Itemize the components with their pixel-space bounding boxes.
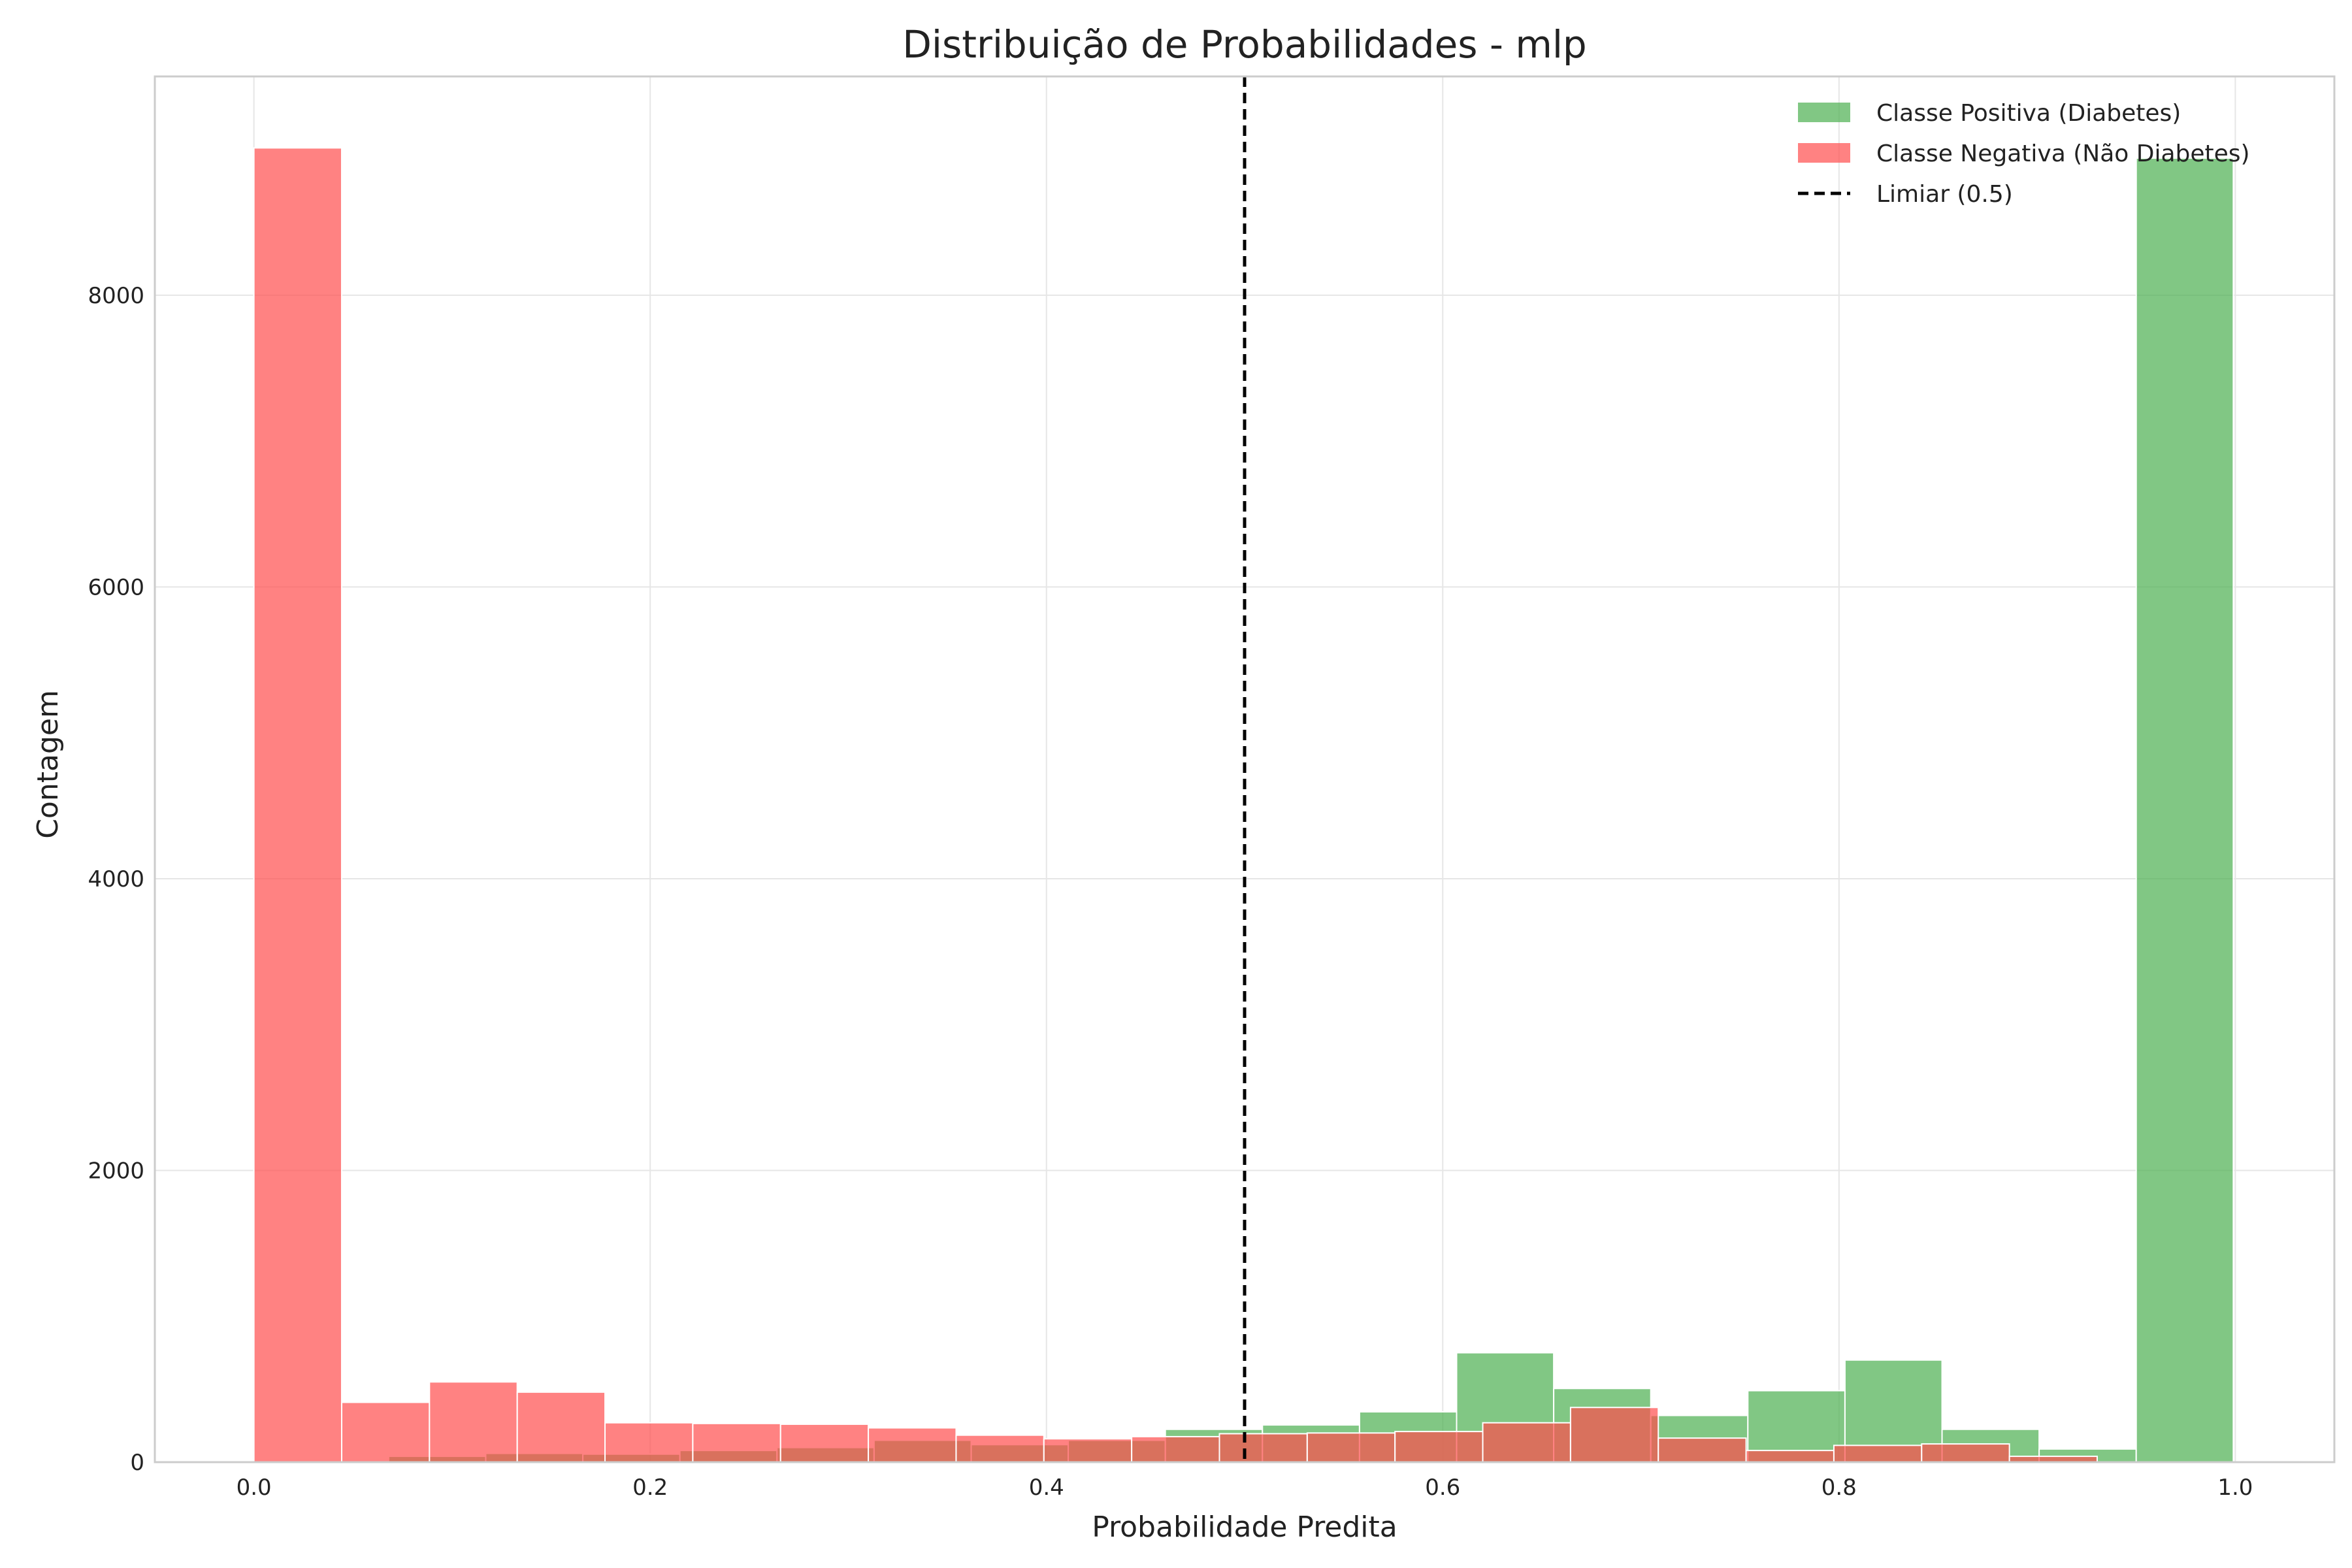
y-tick-label: 0 <box>130 1450 144 1476</box>
histogram-bar <box>1218 1433 1308 1463</box>
histogram-bar <box>429 1381 518 1463</box>
histogram-bar <box>779 1423 870 1463</box>
y-tick-label: 6000 <box>88 574 144 600</box>
histogram-bar <box>1745 1450 1835 1463</box>
y-tick-label: 4000 <box>88 866 144 892</box>
legend-label: Classe Negativa (Não Diabetes) <box>1876 140 2250 167</box>
legend-label: Limiar (0.5) <box>1876 181 2013 208</box>
histogram-bar <box>1043 1438 1133 1463</box>
x-tick-label: 0.0 <box>237 1475 272 1501</box>
chart-title: Distribuição de Probabilidades - mlp <box>902 22 1587 67</box>
y-tick-label: 8000 <box>88 283 144 309</box>
legend-swatch <box>1798 103 1850 122</box>
histogram-bar <box>955 1434 1045 1463</box>
histogram-bar <box>604 1422 694 1463</box>
histogram-bar <box>2135 157 2234 1463</box>
histogram-bar <box>1394 1431 1484 1463</box>
y-tick-label: 2000 <box>88 1158 144 1184</box>
histogram-bars <box>253 147 2234 1463</box>
x-tick-label: 0.8 <box>1821 1475 1857 1501</box>
histogram-bar <box>1658 1437 1747 1463</box>
legend-swatch <box>1798 143 1850 163</box>
histogram-bar <box>1306 1432 1396 1463</box>
x-tick-label: 0.4 <box>1029 1475 1064 1501</box>
histogram-bar <box>1833 1445 1923 1463</box>
histogram-bar <box>516 1391 606 1463</box>
legend-label: Classe Positiva (Diabetes) <box>1876 100 2181 127</box>
axis-ticks: 0.0 0.2 0.4 0.6 0.8 1.0 0 2000 4000 6000 8000 <box>88 283 2253 1501</box>
x-tick-label: 0.6 <box>1425 1475 1460 1501</box>
histogram-bar <box>253 147 342 1463</box>
x-tick-label: 1.0 <box>2217 1475 2253 1501</box>
x-tick-label: 0.2 <box>632 1475 668 1501</box>
legend: Classe Positiva (Diabetes) Classe Negativ… <box>1798 100 2250 208</box>
series-negative-bars <box>253 147 2098 1463</box>
x-axis-title: Probabilidade Predita <box>1092 1511 1397 1544</box>
histogram-bar <box>868 1427 957 1463</box>
plot-frame <box>154 75 2336 1463</box>
y-axis-title: Contagem <box>31 690 65 839</box>
histogram-bar <box>340 1401 431 1463</box>
histogram-bar <box>1569 1407 1659 1463</box>
histogram-bar <box>1921 1443 2010 1463</box>
histogram-bar <box>1482 1422 1571 1463</box>
histogram-bar <box>1131 1435 1220 1463</box>
histogram-bar <box>692 1422 781 1463</box>
